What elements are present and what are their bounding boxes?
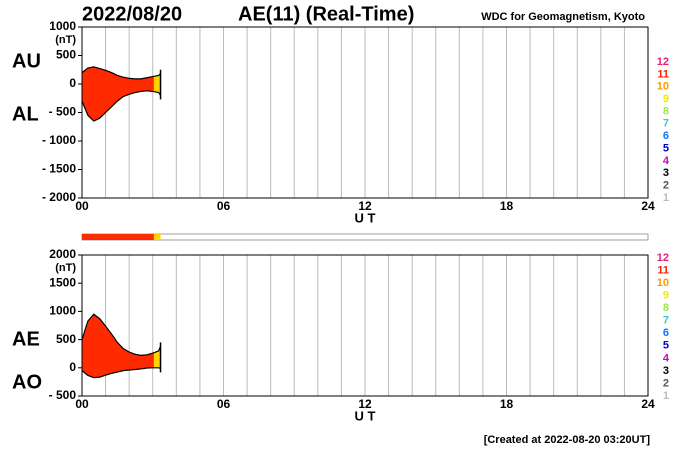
- legend-count: 12: [657, 252, 669, 264]
- area-fill: [153, 73, 161, 96]
- y-tick-label: 0: [69, 360, 76, 374]
- legend-count: 11: [657, 68, 669, 80]
- legend-count: 5: [663, 340, 669, 352]
- footer: [Created at 2022-08-20 03:20UT]: [484, 434, 651, 446]
- date: 2022/08/20: [82, 3, 182, 25]
- station-bar-frame: [81, 233, 649, 241]
- y-tick-label: 1500: [49, 275, 76, 289]
- y-tick-label: - 500: [49, 105, 77, 119]
- y-tick-label: - 1500: [42, 162, 76, 176]
- legend-count: 4: [663, 352, 670, 364]
- legend-count: 7: [663, 315, 669, 327]
- y-tick-label: - 1000: [42, 133, 76, 147]
- y-tick-label: - 2000: [42, 190, 76, 204]
- plot-frame: [81, 26, 649, 199]
- series-line: [81, 90, 162, 122]
- legend-count: 2: [663, 377, 669, 389]
- source: WDC for Geomagnetism, Kyoto: [481, 11, 645, 23]
- legend-count: 2: [663, 180, 669, 192]
- series-line: [81, 313, 162, 356]
- x-tick-label: 00: [75, 397, 89, 411]
- y-tick-label: 1000: [49, 19, 76, 33]
- y-tick-label: 500: [56, 332, 76, 346]
- legend-count: 3: [663, 167, 669, 179]
- x-axis-label: U T: [355, 408, 376, 423]
- series-label: AL: [12, 103, 39, 125]
- series-label: AO: [12, 371, 42, 393]
- legend-count: 12: [657, 56, 669, 68]
- x-tick-label: 12: [358, 397, 372, 411]
- area-fill: [82, 314, 154, 378]
- unit-label: (nT): [55, 34, 76, 46]
- title: AE(11) (Real-Time): [238, 3, 414, 25]
- legend-count: 11: [657, 264, 669, 276]
- legend-count: 9: [663, 290, 669, 302]
- area-fill: [153, 346, 161, 369]
- y-tick-label: - 500: [49, 388, 77, 402]
- legend-count: 5: [663, 142, 669, 154]
- legend-count: 9: [663, 93, 669, 105]
- x-tick-label: 24: [641, 397, 655, 411]
- series-line: [81, 66, 161, 80]
- legend-count: 6: [663, 130, 669, 142]
- x-axis-label: U T: [355, 210, 376, 225]
- legend-count: 8: [663, 105, 669, 117]
- x-tick-label: 18: [500, 199, 514, 213]
- station-bar-segment: [82, 234, 154, 240]
- y-tick-label: 500: [56, 48, 76, 62]
- legend-count: 1: [663, 192, 669, 204]
- x-tick-label: 06: [217, 199, 231, 213]
- series-line: [81, 367, 161, 379]
- x-tick-label: 24: [641, 199, 655, 213]
- legend-count: 8: [663, 302, 669, 314]
- y-tick-label: 1000: [49, 304, 76, 318]
- x-tick-label: 00: [75, 199, 89, 213]
- legend-count: 4: [663, 155, 670, 167]
- plot-frame: [81, 254, 649, 397]
- y-tick-label: 0: [69, 76, 76, 90]
- legend-count: 10: [657, 277, 669, 289]
- series-label: AE: [12, 328, 40, 350]
- x-tick-label: 18: [500, 397, 514, 411]
- legend-count: 3: [663, 365, 669, 377]
- x-tick-label: 06: [217, 397, 231, 411]
- legend-count: 1: [663, 390, 669, 402]
- legend-count: 6: [663, 327, 669, 339]
- legend-count: 7: [663, 118, 669, 130]
- y-tick-label: 2000: [49, 247, 76, 261]
- station-bar-segment: [153, 234, 161, 240]
- series-label: AU: [12, 50, 41, 72]
- area-fill: [82, 66, 154, 122]
- unit-label: (nT): [55, 262, 76, 274]
- x-tick-label: 12: [358, 199, 372, 213]
- legend-count: 10: [657, 81, 669, 93]
